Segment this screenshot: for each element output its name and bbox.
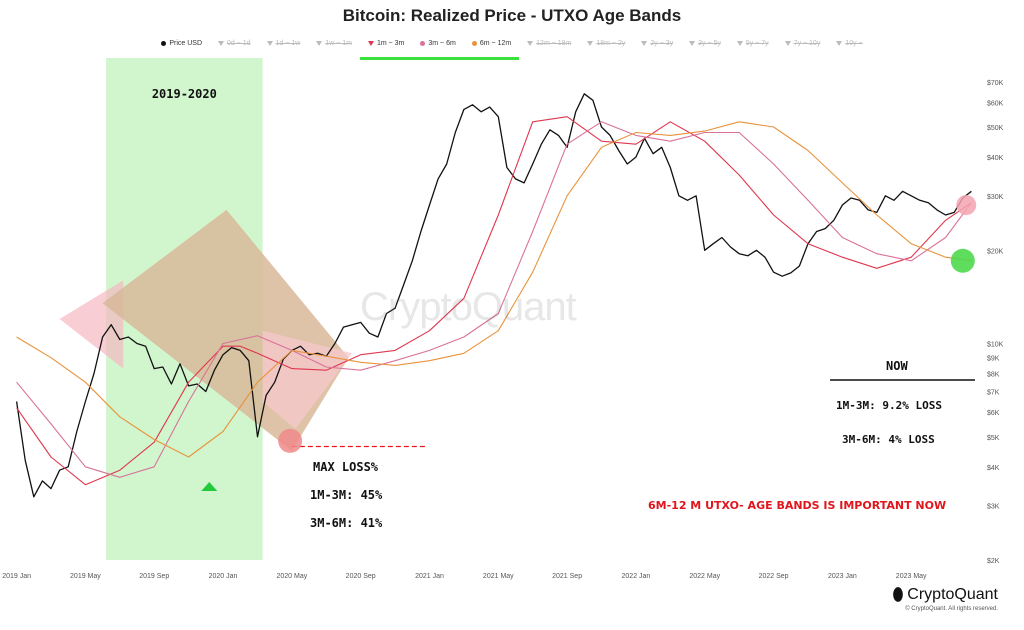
legend-item-1w-1m[interactable]: 1w ~ 1m xyxy=(308,40,360,47)
legend-marker-icon xyxy=(587,41,594,46)
legend-marker-icon xyxy=(266,41,273,46)
y-tick-label: $9K xyxy=(987,356,1000,363)
watermark: CryptoQuant xyxy=(360,285,577,329)
legend-item-label: 18m ~ 2y xyxy=(596,40,626,47)
y-tick-label: $4K xyxy=(987,465,1000,472)
y-tick-label: $7K xyxy=(987,389,1000,396)
legend-item-label: 2y ~ 3y xyxy=(650,40,674,47)
chart-title: Bitcoin: Realized Price - UTXO Age Bands xyxy=(342,6,682,25)
series-line-6m-12m xyxy=(16,121,972,458)
legend-item-label: 1d ~ 1w xyxy=(275,40,301,47)
legend-marker-icon xyxy=(836,41,843,46)
highlight-label: 2019-2020 xyxy=(152,87,217,101)
active-bands-underline xyxy=(359,57,520,60)
legend-item-1d-1w[interactable]: 1d ~ 1w xyxy=(259,40,309,47)
legend-item-label: 0d ~ 1d xyxy=(227,40,251,47)
x-tick-label: 2023 May xyxy=(896,573,927,580)
legend-marker-icon xyxy=(367,41,374,46)
now-1m3m: 1M-3M: 9.2% LOSS xyxy=(836,399,942,412)
now-title: NOW xyxy=(886,359,908,373)
legend-marker-icon xyxy=(218,41,225,46)
legend-item-label: Price USD xyxy=(169,40,203,47)
y-tick-label: $60K xyxy=(987,101,1004,108)
legend-marker-icon xyxy=(736,41,743,46)
now-3m6m: 3M-6M: 4% LOSS xyxy=(842,433,935,446)
legend-marker-icon xyxy=(527,41,534,46)
series-line-price-usd xyxy=(15,93,972,498)
legend-item-6m-12m[interactable]: 6m ~ 12m xyxy=(464,40,519,47)
legend-item-price-usd[interactable]: Price USD xyxy=(153,40,210,47)
legend-item-label: 12m ~ 18m xyxy=(536,40,572,47)
max-loss-1m3m: 1M-3M: 45% xyxy=(310,488,383,502)
y-tick-label: $3K xyxy=(987,503,1000,510)
legend-item-18m-2y[interactable]: 18m ~ 2y xyxy=(579,40,633,47)
y-tick-label: $20K xyxy=(987,248,1004,255)
legend-item-label: 3m ~ 6m xyxy=(428,40,456,47)
important-note: 6M-12 M UTXO- AGE BANDS IS IMPORTANT NOW xyxy=(648,499,947,512)
x-tick-label: 2020 Jan xyxy=(209,573,238,580)
cryptoquant-logo-icon: ⬮ xyxy=(892,585,904,604)
legend-item-0d-1d[interactable]: 0d ~ 1d xyxy=(210,40,259,47)
legend-marker-icon xyxy=(316,41,323,46)
legend-marker-icon xyxy=(471,41,477,46)
legend-item-label: 10y ~ xyxy=(845,40,863,47)
x-tick-label: 2021 Jan xyxy=(415,573,444,580)
buy-signal-triangle-icon xyxy=(201,482,218,491)
x-tick-label: 2020 May xyxy=(276,573,307,580)
legend-item-label: 5y ~ 7y xyxy=(745,40,769,47)
series-line-3m-6m xyxy=(16,121,972,478)
legend-item-12m-18m[interactable]: 12m ~ 18m xyxy=(519,40,579,47)
legend-item-3m-6m[interactable]: 3m ~ 6m xyxy=(412,40,463,47)
legend-item-label: 6m ~ 12m xyxy=(479,40,512,47)
x-tick-label: 2019 Jan xyxy=(2,573,31,580)
x-tick-label: 2022 May xyxy=(689,573,720,580)
x-tick-label: 2021 May xyxy=(483,573,514,580)
brand-logo: ⬮ CryptoQuant xyxy=(893,585,998,605)
y-tick-label: $40K xyxy=(987,155,1004,162)
legend-item-3y-5y[interactable]: 3y ~ 5y xyxy=(681,40,729,47)
y-tick-label: $6K xyxy=(987,410,1000,417)
x-tick-label: 2021 Sep xyxy=(552,573,582,580)
x-tick-label: 2022 Jan xyxy=(622,573,651,580)
x-tick-label: 2020 Sep xyxy=(346,573,376,580)
x-tick-label: 2019 May xyxy=(70,573,101,580)
legend-marker-icon xyxy=(641,41,648,46)
chart-legend: Price USD 0d ~ 1d 1d ~ 1w 1w ~ 1m 1m ~ 3m 3m … xyxy=(0,40,1024,47)
y-tick-label: $10K xyxy=(987,342,1004,349)
legend-marker-icon xyxy=(161,41,167,46)
max-loss-marker xyxy=(278,428,303,453)
legend-item-1m-3m[interactable]: 1m ~ 3m xyxy=(360,40,412,47)
legend-item-label: 1m ~ 3m xyxy=(376,40,405,47)
legend-item-5y-7y[interactable]: 5y ~ 7y xyxy=(729,40,777,47)
now-marker-1m3m xyxy=(956,195,977,216)
max-loss-title: MAX LOSS% xyxy=(313,460,379,474)
legend-marker-icon xyxy=(784,41,791,46)
legend-marker-icon xyxy=(420,41,426,46)
y-tick-label: $50K xyxy=(987,125,1004,132)
pink-triangle-right xyxy=(262,330,353,429)
legend-item-2y-3y[interactable]: 2y ~ 3y xyxy=(633,40,681,47)
y-tick-label: $2K xyxy=(987,558,1000,565)
x-tick-label: 2023 Jan xyxy=(828,573,857,580)
legend-item-7y-10y[interactable]: 7y ~ 10y xyxy=(777,40,829,47)
x-tick-label: 2019 Sep xyxy=(139,573,169,580)
legend-item-label: 1w ~ 1m xyxy=(325,40,352,47)
x-tick-label: 2022 Sep xyxy=(759,573,789,580)
max-loss-3m6m: 3M-6M: 41% xyxy=(310,516,383,530)
legend-item-10y-[interactable]: 10y ~ xyxy=(828,40,870,47)
y-tick-label: $30K xyxy=(987,194,1004,201)
legend-item-label: 7y ~ 10y xyxy=(793,40,821,47)
y-tick-label: $5K xyxy=(987,435,1000,442)
copyright: © CryptoQuant. All rights reserved. xyxy=(905,606,998,612)
brand-logo-text: CryptoQuant xyxy=(907,586,998,603)
legend-item-label: 3y ~ 5y xyxy=(698,40,721,47)
now-marker-6m12m xyxy=(950,248,975,273)
y-tick-label: $70K xyxy=(987,80,1004,87)
legend-marker-icon xyxy=(689,41,696,46)
series-line-1m-3m xyxy=(16,116,972,486)
pink-triangle-left xyxy=(59,280,124,369)
y-tick-label: $8K xyxy=(987,372,1000,379)
